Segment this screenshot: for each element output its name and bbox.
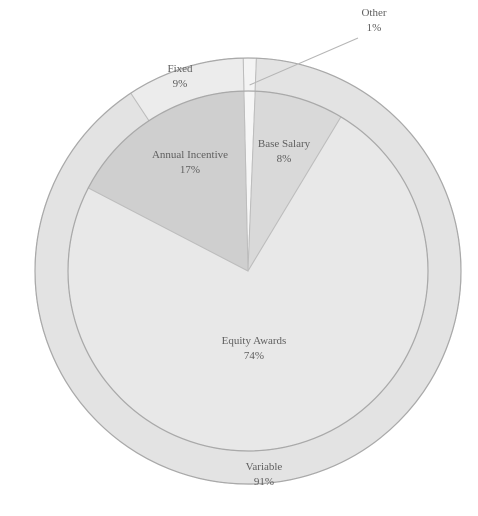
ring-outlines xyxy=(34,57,462,485)
slice-labels: Variable 91% Fixed 9% Other 1% Equity Awards 74… xyxy=(152,7,387,488)
outer-other-value-label: 1% xyxy=(367,22,382,34)
outer-other-label: Other xyxy=(361,7,386,19)
leader-lines xyxy=(249,37,359,86)
inner-annual-incentive-value-label: 17% xyxy=(180,164,200,176)
inner-annual-incentive-label: Annual Incentive xyxy=(152,149,228,161)
inner-pie xyxy=(67,90,429,452)
outer-variable-value-label: 91% xyxy=(254,476,274,488)
outer-variable-label: Variable xyxy=(246,461,283,473)
other-leader-line xyxy=(249,37,359,86)
outer-fixed-value-label: 9% xyxy=(173,78,188,90)
inner-pie-edge xyxy=(67,90,429,452)
outer-ring-edge xyxy=(34,57,462,485)
inner-equity-awards-value-label: 74% xyxy=(244,350,264,362)
inner-equity-awards-label: Equity Awards xyxy=(222,335,287,347)
outer-fixed-label: Fixed xyxy=(167,63,193,75)
inner-base-salary-label: Base Salary xyxy=(258,138,311,150)
inner-base-salary-value-label: 8% xyxy=(277,153,292,165)
